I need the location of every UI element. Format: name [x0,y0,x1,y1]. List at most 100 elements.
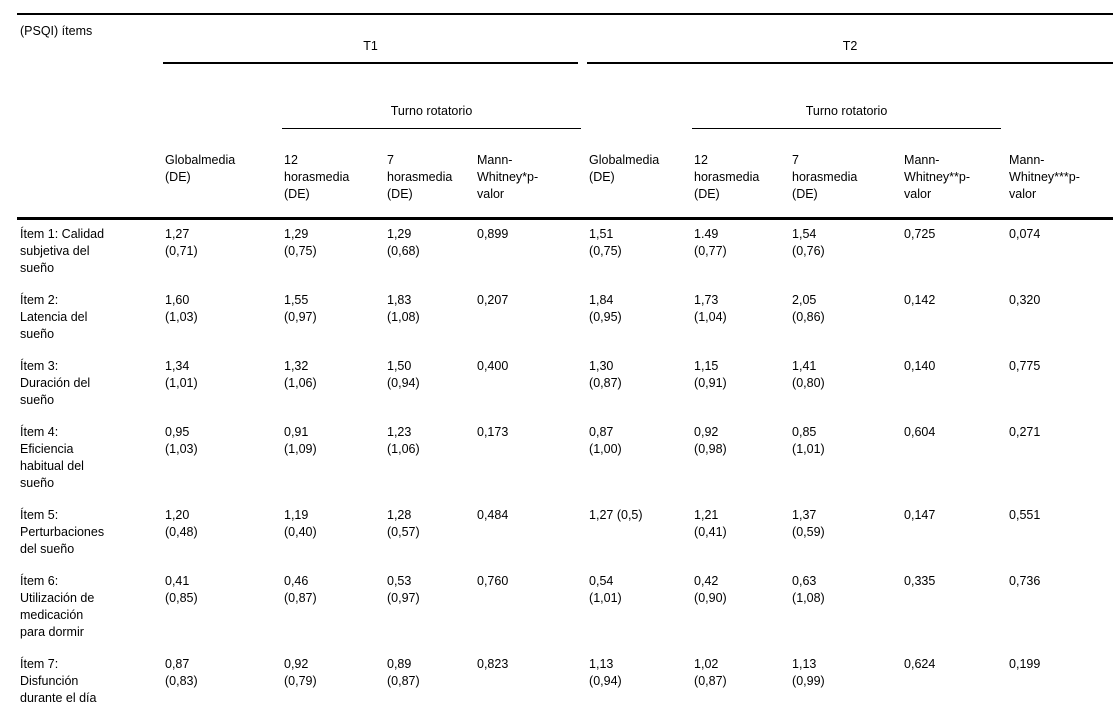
value-cell: 0,89 (0,87) [387,657,420,688]
value-cell: 1,13 (0,94) [589,657,622,688]
value-cell: 0,271 [1009,425,1041,439]
t2-underline: T2 [587,32,1113,64]
value-cell: 1,15 (0,91) [694,359,727,390]
value-cell: 0,173 [477,425,509,439]
value-cell: 1,19 (0,40) [284,508,317,539]
value-cell: 0,46 (0,87) [284,574,317,605]
value-cell: 0,604 [904,425,936,439]
value-cell: 1,50 (0,94) [387,359,420,390]
value-cell: 1,27 (0,5) [589,508,643,522]
value-cell: 0,87 (0,83) [165,657,198,688]
column-header-t2-global: Globalmedia (DE) [587,146,693,220]
spacer-cell [163,81,282,146]
value-cell: 1.49 (0,77) [694,227,727,258]
value-cell: 0,207 [477,293,509,307]
value-cell: 1,83 (1,08) [387,293,420,324]
psqi-results-table: (PSQI) ítems T1 T2 Turno rotatorio Turno… [17,13,1113,719]
value-cell: 1,20 (0,48) [165,508,198,539]
column-header-mann-whitney-2: Mann- Whitney**p- valor [902,146,1008,220]
value-cell: 1,60 (1,03) [165,293,198,324]
item-label: Ítem 5: Perturbaciones del sueño [20,508,105,556]
value-cell: 0,54 (1,01) [589,574,622,605]
turno-rotatorio-underline-t2: Turno rotatorio [692,98,1002,129]
item-label: Ítem 4: Eficiencia habitual del sueño [20,425,84,490]
value-cell: 0,41 (0,85) [165,574,198,605]
value-cell: 0,775 [1009,359,1041,373]
subgroup-header-t1: Turno rotatorio [282,81,587,146]
column-header-mann-whitney-3: Mann- Whitney***p- valor [1007,146,1113,220]
table-row: Ítem 6: Utilización de medicación para d… [17,567,1113,650]
value-cell: 1,54 (0,76) [792,227,825,258]
value-cell: 0,63 (1,08) [792,574,825,605]
value-cell: 0,823 [477,657,509,671]
value-cell: 0,400 [477,359,509,373]
value-cell: 1,29 (0,68) [387,227,420,258]
table-row: Ítem 5: Perturbaciones del sueño 1,20 (0… [17,501,1113,567]
column-header-t1-12h: 12 horasmedia (DE) [282,146,385,220]
value-cell: 1,23 (1,06) [387,425,420,456]
column-header-t2-7h: 7 horasmedia (DE) [790,146,903,220]
value-cell: 0,760 [477,574,509,588]
group-label-t2: T2 [842,39,858,53]
subgroup-header-row: Turno rotatorio Turno rotatorio [17,81,1113,146]
item-label: Ítem 3: Duración del sueño [20,359,91,407]
value-cell: 0,736 [1009,574,1041,588]
group-header-row: (PSQI) ítems T1 T2 [17,14,1113,220]
group-header-t1: T1 [163,14,587,81]
group-label-t1: T1 [363,39,378,53]
subgroup-label-t2: Turno rotatorio [805,104,888,118]
value-cell: 1,37 (0,59) [792,508,825,539]
value-cell: 1,02 (0,87) [694,657,727,688]
value-cell: 0,140 [904,359,936,373]
column-header-row: Globalmedia (DE) 12 horasmedia (DE) 7 ho… [17,146,1113,220]
value-cell: 0,53 (0,97) [387,574,420,605]
table-row: Ítem 2: Latencia del sueño 1,60 (1,03) 1… [17,286,1113,352]
value-cell: 2,05 (0,86) [792,293,825,324]
value-cell: 1,28 (0,57) [387,508,420,539]
t1-underline: T1 [163,32,579,64]
value-cell: 0,335 [904,574,936,588]
item-label: Ítem 1: Calidad subjetiva del sueño [20,227,105,275]
table-row: Ítem 1: Calidad subjetiva del sueño 1,27… [17,219,1113,287]
value-cell: 0,074 [1009,227,1041,241]
item-label: Ítem 6: Utilización de medicación para d… [20,574,95,639]
item-label: Ítem 7: Disfunción durante el día [20,657,97,705]
table-body: Ítem 1: Calidad subjetiva del sueño 1,27… [17,219,1113,719]
spacer-cell [1007,81,1113,146]
value-cell: 1,84 (0,95) [589,293,622,324]
value-cell: 0,899 [477,227,509,241]
value-cell: 0,624 [904,657,936,671]
value-cell: 1,55 (0,97) [284,293,317,324]
corner-header: (PSQI) ítems [17,14,163,220]
value-cell: 1,41 (0,80) [792,359,825,390]
group-header-t2: T2 [587,14,1113,81]
column-header-t2-12h: 12 horasmedia (DE) [692,146,791,220]
subgroup-label-t1: Turno rotatorio [390,104,473,118]
value-cell: 0,92 (0,79) [284,657,317,688]
value-cell: 0,92 (0,98) [694,425,727,456]
value-cell: 0,320 [1009,293,1041,307]
column-header-mann-whitney-1: Mann- Whitney*p- valor [475,146,588,220]
column-header-t1-7h: 7 horasmedia (DE) [385,146,475,220]
value-cell: 1,30 (0,87) [589,359,622,390]
value-cell: 0,199 [1009,657,1041,671]
value-cell: 0,484 [477,508,509,522]
value-cell: 0,42 (0,90) [694,574,727,605]
value-cell: 0,91 (1,09) [284,425,317,456]
value-cell: 0,725 [904,227,936,241]
value-cell: 1,27 (0,71) [165,227,198,258]
value-cell: 1,32 (1,06) [284,359,317,390]
value-cell: 1,13 (0,99) [792,657,825,688]
value-cell: 0,142 [904,293,936,307]
column-header-t1-global: Globalmedia (DE) [163,146,282,220]
value-cell: 0,85 (1,01) [792,425,825,456]
value-cell: 1,21 (0,41) [694,508,727,539]
value-cell: 1,29 (0,75) [284,227,317,258]
table-row: Ítem 4: Eficiencia habitual del sueño 0,… [17,418,1113,501]
value-cell: 0,551 [1009,508,1041,522]
table-row: Ítem 7: Disfunción durante el día 0,87 (… [17,650,1113,716]
value-cell: 1,73 (1,04) [694,293,727,324]
subgroup-header-t2: Turno rotatorio [692,81,1007,146]
value-cell: 1,34 (1,01) [165,359,198,390]
